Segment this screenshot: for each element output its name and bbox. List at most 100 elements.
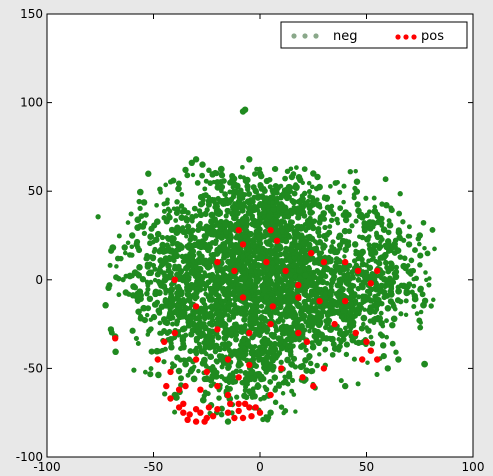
neg-point: [257, 270, 263, 276]
neg-point: [319, 278, 327, 286]
pos-point: [342, 297, 349, 305]
neg-point: [324, 265, 330, 271]
neg-point: [378, 239, 383, 245]
neg-point: [230, 313, 237, 319]
neg-point: [254, 166, 260, 172]
neg-point: [195, 227, 202, 234]
neg-point: [295, 174, 303, 181]
neg-point: [127, 252, 133, 258]
neg-point: [236, 359, 243, 366]
neg-point: [261, 186, 267, 191]
neg-point: [183, 264, 190, 272]
neg-point: [254, 194, 262, 201]
neg-point: [307, 209, 315, 216]
neg-point: [310, 170, 317, 177]
neg-point: [296, 267, 303, 274]
neg-point: [346, 317, 353, 324]
neg-point: [345, 267, 350, 273]
neg-point: [189, 227, 196, 234]
neg-point: [188, 159, 195, 166]
neg-point: [332, 263, 340, 270]
pos-point: [171, 276, 178, 283]
neg-point: [208, 257, 215, 264]
neg-point: [406, 224, 412, 230]
neg-point: [388, 288, 395, 295]
pos-point: [235, 227, 242, 234]
neg-point: [145, 170, 152, 177]
pos-point: [186, 411, 193, 418]
neg-point: [237, 174, 243, 180]
neg-point: [274, 198, 280, 204]
neg-point: [241, 275, 248, 282]
neg-point: [262, 196, 269, 203]
neg-point: [393, 264, 400, 271]
neg-point: [328, 283, 334, 289]
neg-point: [229, 274, 235, 280]
neg-point: [304, 217, 311, 224]
neg-point: [341, 227, 349, 235]
pos-point: [197, 409, 204, 416]
neg-point: [397, 254, 404, 260]
neg-point: [156, 248, 163, 255]
pos-point: [241, 400, 249, 407]
pos-point: [316, 297, 323, 305]
neg-point: [203, 223, 210, 230]
neg-point: [240, 258, 246, 264]
neg-point: [199, 172, 206, 179]
pos-point: [239, 294, 247, 301]
neg-point: [221, 334, 229, 342]
neg-point: [174, 318, 181, 325]
neg-point: [289, 247, 295, 253]
neg-point: [384, 264, 390, 271]
neg-point: [327, 296, 334, 303]
neg-point: [223, 200, 229, 206]
neg-point: [346, 228, 353, 235]
neg-point: [210, 272, 215, 277]
neg-point: [190, 172, 196, 178]
neg-point: [122, 289, 129, 296]
neg-point: [195, 326, 201, 332]
neg-point: [329, 217, 335, 223]
neg-point: [306, 189, 313, 195]
neg-point: [256, 170, 264, 177]
neg-point: [179, 192, 185, 197]
neg-point: [157, 330, 163, 336]
neg-point: [423, 270, 428, 275]
neg-point: [235, 249, 242, 256]
neg-point: [213, 283, 220, 290]
neg-point: [296, 260, 303, 267]
neg-point: [208, 252, 214, 258]
neg-point: [322, 291, 328, 298]
pos-point: [282, 267, 289, 275]
neg-point: [309, 307, 315, 313]
neg-point: [116, 292, 122, 298]
neg-point: [231, 181, 239, 188]
neg-point: [144, 279, 150, 285]
pos-point: [239, 241, 247, 248]
neg-point: [140, 304, 148, 312]
legend-neg-dot: [302, 33, 308, 39]
neg-point: [236, 190, 243, 197]
y-tick-label: -100: [16, 450, 43, 464]
neg-point: [126, 272, 134, 280]
neg-point: [361, 227, 368, 234]
neg-point: [199, 161, 206, 168]
neg-point: [270, 206, 277, 213]
neg-point: [270, 333, 277, 340]
neg-point: [246, 246, 251, 252]
pos-point: [303, 338, 311, 345]
neg-point: [281, 318, 286, 324]
neg-point: [263, 239, 270, 245]
neg-point: [163, 218, 170, 225]
neg-point: [359, 261, 366, 268]
neg-point: [373, 301, 381, 308]
neg-point: [315, 228, 322, 236]
x-tick-label: -50: [144, 460, 164, 474]
neg-point: [353, 178, 361, 185]
neg-point: [273, 310, 278, 316]
neg-point: [431, 297, 436, 303]
neg-point: [107, 262, 113, 268]
neg-point: [172, 308, 179, 316]
neg-point: [327, 335, 333, 342]
neg-point: [340, 212, 347, 218]
